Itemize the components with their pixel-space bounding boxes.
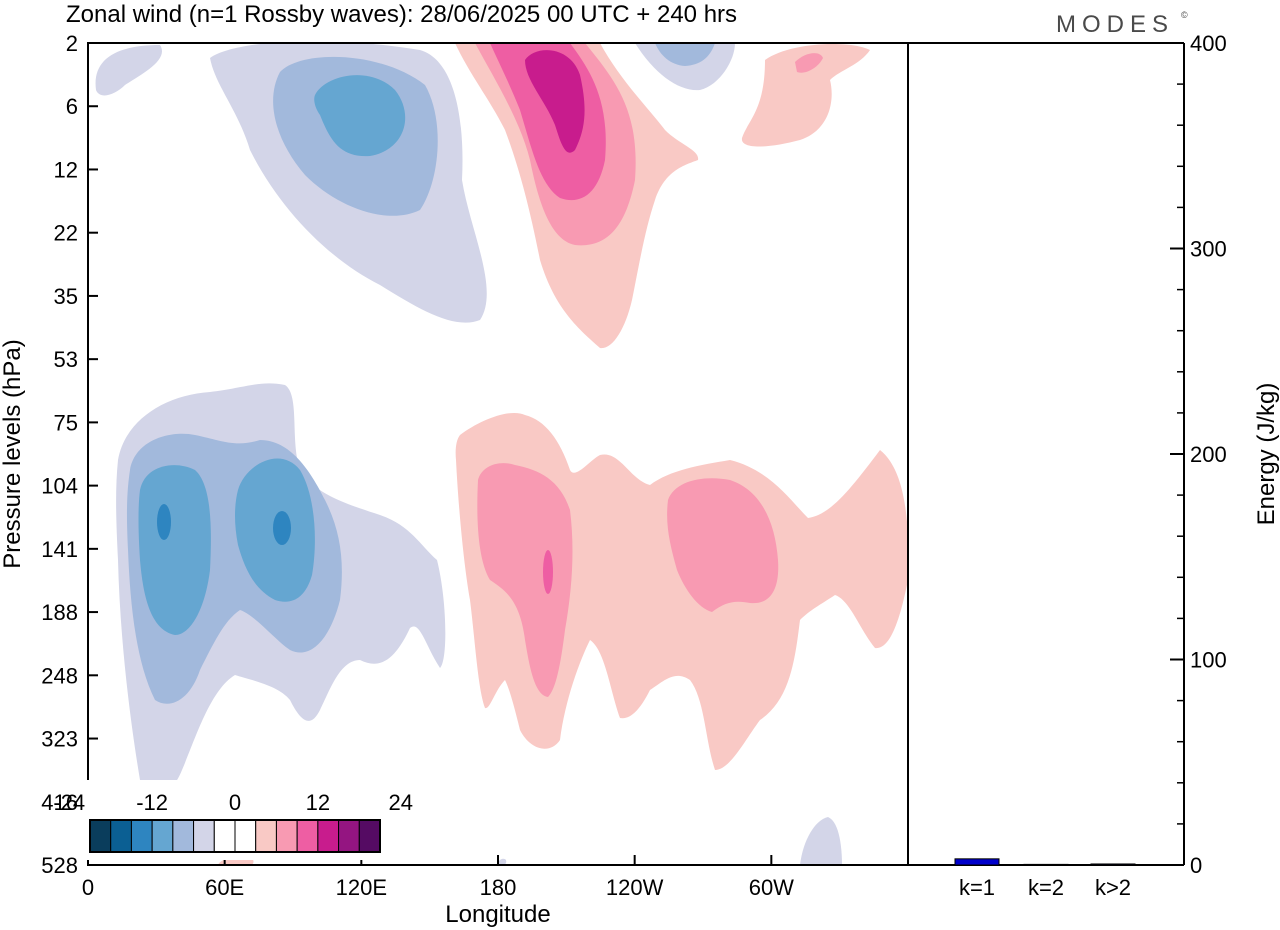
- energy-panel: 0 100 200 300 400 k=1 k=2 k>2: [908, 31, 1227, 900]
- legend-swatch: [234, 819, 257, 853]
- legend-swatch: [172, 819, 195, 853]
- pressure-tick-label: 323: [41, 727, 78, 752]
- longitude-tick-label: 180: [480, 875, 517, 900]
- legend-swatch: [89, 819, 112, 853]
- longitude-tick-label: 120W: [606, 875, 664, 900]
- contour-fill: [138, 465, 211, 635]
- x-axis-title: Longitude: [445, 901, 550, 928]
- legend-label: 24: [388, 790, 412, 815]
- pressure-tick-label: 6: [66, 94, 78, 119]
- y-axis-title: Pressure levels (hPa): [0, 339, 26, 568]
- energy-bar: [1090, 863, 1136, 866]
- pressure-tick-label: 141: [41, 537, 78, 562]
- pressure-tick-label: 22: [54, 221, 78, 246]
- contour-easterly-dot: [497, 858, 507, 865]
- energy-category-label: k=1: [959, 875, 995, 900]
- legend-swatch: [151, 819, 174, 853]
- energy-tick-label: 400: [1190, 31, 1227, 56]
- contour-easterly-small-core: [655, 43, 715, 66]
- energy-tick-label: 200: [1190, 442, 1227, 467]
- contour-westerly-upper: [455, 43, 699, 349]
- contour-easterly-bottom: [800, 817, 842, 865]
- legend-swatch: [110, 819, 132, 853]
- pressure-tick-label: 528: [41, 853, 78, 878]
- pressure-tick-label: 248: [41, 663, 78, 688]
- contour-fill: [95, 45, 162, 96]
- energy-bar: [1023, 863, 1069, 866]
- legend-swatch: [213, 819, 236, 853]
- pressure-tick-label: 12: [54, 157, 78, 182]
- brand-logo: MODES ©: [1056, 10, 1188, 38]
- pressure-tick-label: 104: [41, 474, 78, 499]
- pressure-axis: 2 6 12 22 35 53 75 104 141 188 248 323 416 528: [41, 31, 98, 878]
- legend-swatch: [338, 819, 360, 853]
- energy-tick-label: 0: [1190, 853, 1202, 878]
- longitude-tick-label: 0: [82, 875, 94, 900]
- pressure-tick-label: 416: [41, 790, 78, 815]
- legend-swatch: [317, 819, 340, 853]
- pressure-tick-label: 53: [54, 347, 78, 372]
- legend-swatch: [255, 819, 277, 853]
- colorbar-legend: -24 -12 0 12 24: [53, 780, 413, 860]
- energy-axis-title: Energy (J/kg): [1253, 383, 1280, 526]
- contour-easterly-upper: [95, 43, 487, 323]
- longitude-axis: 0 60E 120E 180 120W 60W: [82, 855, 794, 900]
- longitude-tick-label: 120E: [336, 875, 387, 900]
- contour-westerly-small-core: [795, 53, 823, 73]
- energy-tick-label: 300: [1190, 237, 1227, 262]
- contour-easterly-small: [635, 43, 735, 91]
- contour-westerly-lower: [455, 412, 908, 770]
- contour-easterly-lower: [116, 383, 446, 794]
- brand-text: MODES: [1056, 11, 1174, 38]
- energy-bar: [954, 858, 1000, 866]
- longitude-tick-label: 60W: [749, 875, 794, 900]
- legend-label: -24: [53, 790, 85, 815]
- legend-label: 12: [306, 790, 330, 815]
- legend-swatch: [130, 819, 153, 853]
- contour-fill: [314, 75, 406, 157]
- contour-plot: [88, 43, 908, 865]
- legend-swatch: [193, 819, 215, 853]
- legend-border: [89, 819, 381, 853]
- legend-swatch: [358, 819, 381, 853]
- pressure-tick-label: 188: [41, 600, 78, 625]
- longitude-tick-label: 60E: [205, 875, 244, 900]
- energy-tick-label: 100: [1190, 648, 1227, 673]
- legend-label: -12: [136, 790, 168, 815]
- pressure-tick-label: 2: [66, 31, 78, 56]
- legend-swatch: [275, 819, 298, 853]
- energy-category-label: k>2: [1095, 875, 1131, 900]
- contour-fill: [157, 504, 171, 540]
- contour-westerly-small: [741, 44, 870, 147]
- legend-label: 0: [229, 790, 241, 815]
- contour-fill: [543, 550, 553, 594]
- energy-category-label: k=2: [1028, 875, 1064, 900]
- pressure-tick-label: 75: [54, 410, 78, 435]
- contour-fill: [667, 478, 779, 612]
- pressure-tick-label: 35: [54, 284, 78, 309]
- contour-fill: [455, 412, 908, 770]
- contour-fill: [525, 50, 585, 153]
- chart-title: Zonal wind (n=1 Rossby waves): 28/06/202…: [66, 1, 737, 28]
- contour-fill: [477, 463, 573, 697]
- legend-swatch: [296, 819, 319, 853]
- contour-fill: [273, 511, 291, 545]
- brand-mark: ©: [1181, 10, 1188, 20]
